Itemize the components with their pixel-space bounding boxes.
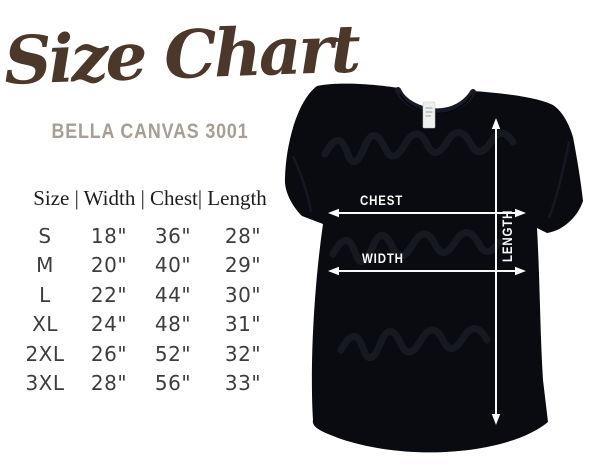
watermark xyxy=(321,129,517,361)
table-cell-size: XL xyxy=(32,312,58,337)
table-cell-chest: 48" xyxy=(154,312,192,337)
size-table-header: Size | Width | Chest| Length xyxy=(33,186,267,210)
table-cell-length: 30" xyxy=(224,282,262,307)
table-cell-width: 18" xyxy=(90,223,128,248)
table-cell-chest: 36" xyxy=(154,223,192,248)
chest-label: CHEST xyxy=(360,193,403,208)
width-label: WIDTH xyxy=(362,251,404,266)
table-cell-width: 26" xyxy=(90,341,128,366)
chest-arrow xyxy=(328,208,526,218)
table-cell-length: 29" xyxy=(224,253,262,278)
table-cell-chest: 52" xyxy=(154,341,192,366)
table-cell-width: 22" xyxy=(90,282,128,307)
table-cell-length: 32" xyxy=(224,341,262,366)
table-cell-length: 28" xyxy=(224,223,262,248)
table-row: M 20" 40" 29" xyxy=(10,251,280,281)
table-cell-width: 28" xyxy=(90,371,128,396)
product-subtitle: BELLA CANVAS 3001 xyxy=(51,120,249,143)
width-arrow xyxy=(328,266,526,276)
table-row: L 22" 44" 30" xyxy=(10,280,280,310)
table-cell-size: 3XL xyxy=(25,371,65,396)
table-row: 2XL 26" 52" 32" xyxy=(10,339,280,369)
table-cell-length: 33" xyxy=(224,371,262,396)
table-cell-width: 24" xyxy=(90,312,128,337)
table-cell-chest: 40" xyxy=(154,253,192,278)
length-arrow xyxy=(491,118,501,425)
table-cell-size: S xyxy=(38,223,52,248)
table-cell-size: M xyxy=(36,253,54,278)
table-cell-width: 20" xyxy=(90,253,128,278)
size-table: S 18" 36" 28" M 20" 40" 29" L 22" 44" 30… xyxy=(10,221,280,398)
length-label: LENGTH xyxy=(500,210,515,262)
table-row: 3XL 28" 56" 33" xyxy=(10,369,280,399)
neck-tag xyxy=(422,101,436,129)
table-cell-chest: 56" xyxy=(154,371,192,396)
table-cell-length: 31" xyxy=(224,312,262,337)
table-row: S 18" 36" 28" xyxy=(10,221,280,251)
collar xyxy=(395,87,476,115)
table-cell-chest: 44" xyxy=(154,282,192,307)
table-cell-size: 2XL xyxy=(25,341,65,366)
tshirt-diagram: CHEST WIDTH LENGTH xyxy=(284,83,583,453)
table-row: XL 24" 48" 31" xyxy=(10,310,280,340)
tshirt-photo xyxy=(284,83,583,453)
table-cell-size: L xyxy=(39,282,51,307)
